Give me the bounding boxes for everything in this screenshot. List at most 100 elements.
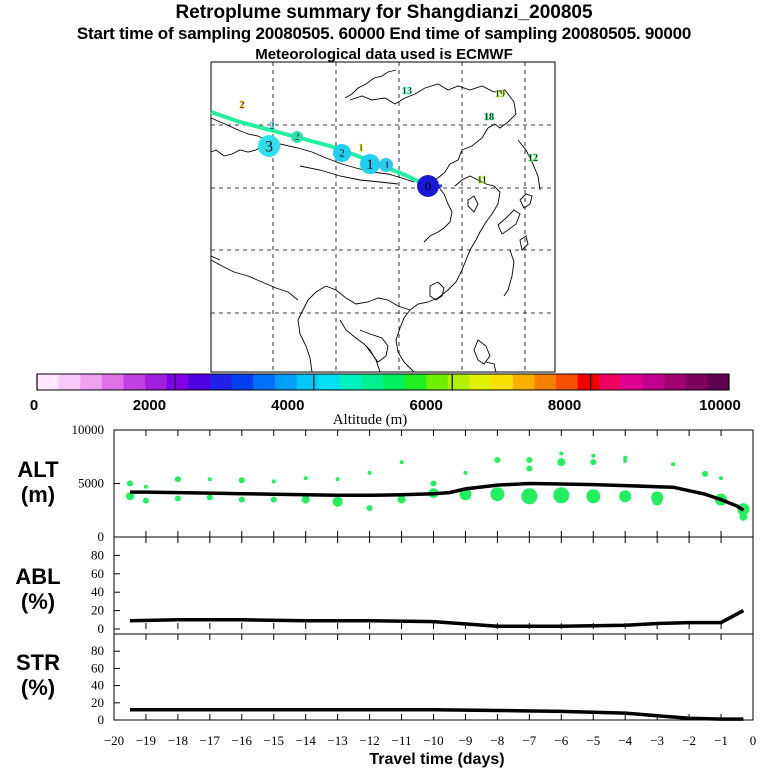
str-panel: 80 60 40 20 0	[91, 634, 754, 727]
y-tick-label: 60	[91, 660, 104, 675]
altitude-cluster-point	[126, 492, 134, 501]
abl-panel-unit: (%)	[21, 589, 55, 614]
x-tick-label: −11	[392, 733, 412, 748]
altitude-cluster-point	[719, 476, 723, 481]
altitude-cluster-point	[702, 470, 709, 477]
abl-line	[129, 609, 745, 628]
altitude-mean-line	[130, 481, 745, 512]
trajectory-cluster-label: 1	[366, 157, 374, 173]
altitude-cluster-point	[271, 479, 276, 484]
altitude-cluster-point	[559, 451, 564, 456]
x-tick-label: −1	[714, 733, 728, 748]
colorbar-swatch	[685, 374, 708, 390]
str-panel-unit: (%)	[21, 675, 55, 700]
altitude-cluster-point	[526, 465, 533, 472]
map-number-label: 2	[240, 100, 245, 111]
altitude-cluster-point	[397, 495, 406, 504]
y-tick-label: 80	[91, 643, 104, 658]
colorbar-swatch	[58, 374, 81, 390]
altitude-cluster-point	[623, 459, 628, 463]
colorbar-swatch	[318, 374, 341, 390]
y-tick-label: 40	[91, 678, 104, 693]
colorbar-swatch	[577, 374, 600, 390]
altitude-cluster-point	[557, 458, 566, 467]
y-tick-label: 20	[91, 603, 104, 618]
x-tick-label: −20	[104, 733, 124, 748]
map-number-label: 11	[477, 175, 486, 186]
panels-frame	[113, 429, 754, 721]
altitude-cluster-point	[463, 470, 468, 475]
colorbar-title: Altitude (m)	[333, 412, 408, 428]
y-tick-label: 0	[98, 621, 105, 636]
map-number-label: 12	[528, 153, 538, 164]
trajectory-cluster	[417, 175, 439, 197]
altitude-cluster-point	[238, 477, 245, 484]
colorbar-swatch	[512, 374, 535, 390]
colorbar-swatch	[231, 374, 254, 390]
colorbar-swatch	[469, 374, 492, 390]
colorbar-swatch	[210, 374, 233, 390]
altitude-cluster-point	[430, 480, 437, 487]
colorbar-swatch	[296, 374, 319, 390]
colorbar-swatch	[620, 374, 643, 390]
x-tick-label: −12	[359, 733, 379, 748]
altitude-cluster-point	[619, 490, 632, 503]
colorbar-tick-label: 8000	[548, 397, 581, 414]
trajectory-path	[210, 110, 429, 188]
x-tick-label: −5	[586, 733, 600, 748]
x-tick-label: −14	[296, 733, 317, 748]
str-line	[130, 707, 744, 721]
abl-panel: 80 60 40 20 0	[91, 537, 754, 636]
colorbar-swatch	[426, 374, 449, 390]
x-tick-label: −13	[327, 733, 347, 748]
trajectory-cluster-label: 2	[339, 148, 345, 160]
map-number-label: 1	[385, 160, 390, 171]
altitude-cluster-point	[623, 455, 628, 460]
map-number-label: 19	[495, 89, 505, 100]
colorbar-swatch	[556, 374, 579, 390]
trajectory-cluster	[379, 158, 393, 172]
altitude-cluster-point	[142, 497, 149, 504]
altitude-colorbar: 0 2000 4000 6000 8000 10000	[30, 373, 741, 414]
x-axis: −20 −19 −18 −17 −16 −15 −14 −13 −12 −11 −10 −9 −8 −7−…	[104, 733, 756, 748]
x-tick-label: −6	[554, 733, 568, 748]
altitude-cluster-point	[301, 495, 310, 504]
colorbar-swatch	[491, 374, 514, 390]
x-tick-label: 0	[750, 733, 757, 748]
y-tick-label: 10000	[72, 422, 105, 437]
x-tick-label: −7	[522, 733, 536, 748]
colorbar-swatch	[37, 374, 60, 390]
altitude-cluster-point	[521, 488, 538, 505]
x-tick-label: −4	[618, 733, 632, 748]
x-axis-title: Travel time (days)	[369, 751, 504, 768]
trajectory-cluster	[258, 135, 280, 157]
altitude-cluster-point	[332, 496, 343, 507]
colorbar-swatch	[404, 374, 427, 390]
altitude-cluster-point	[591, 453, 596, 458]
altitude-cluster-point	[127, 480, 133, 487]
x-tick-label: −9	[459, 733, 473, 748]
colorbar-swatch	[145, 374, 168, 390]
x-tick-label: −19	[136, 733, 156, 748]
altitude-cluster-point	[526, 457, 533, 463]
colorbar-tick-label: 2000	[133, 397, 166, 414]
altitude-cluster-point	[143, 484, 148, 489]
altitude-cluster-point	[739, 512, 748, 521]
alt-panel: 10000 5000 0	[72, 422, 754, 544]
colorbar-swatch	[383, 374, 406, 390]
altitude-cluster-point	[366, 505, 373, 512]
x-tick-label: −10	[423, 733, 443, 748]
chart-title: Retroplume summary for Shangdianzi_20080…	[175, 2, 593, 23]
trajectory-cluster-label: 0	[425, 178, 432, 193]
y-tick-label: 5000	[78, 476, 104, 491]
sampling-times: Start time of sampling 20080505. 60000 E…	[76, 24, 692, 43]
x-tick-label: −16	[232, 733, 253, 748]
x-tick-label: −8	[490, 733, 504, 748]
str-panel-label: STR	[16, 650, 60, 675]
colorbar-swatch	[447, 374, 470, 390]
y-tick-label: 20	[91, 695, 104, 710]
colorbar-tick-label: 4000	[271, 397, 304, 414]
